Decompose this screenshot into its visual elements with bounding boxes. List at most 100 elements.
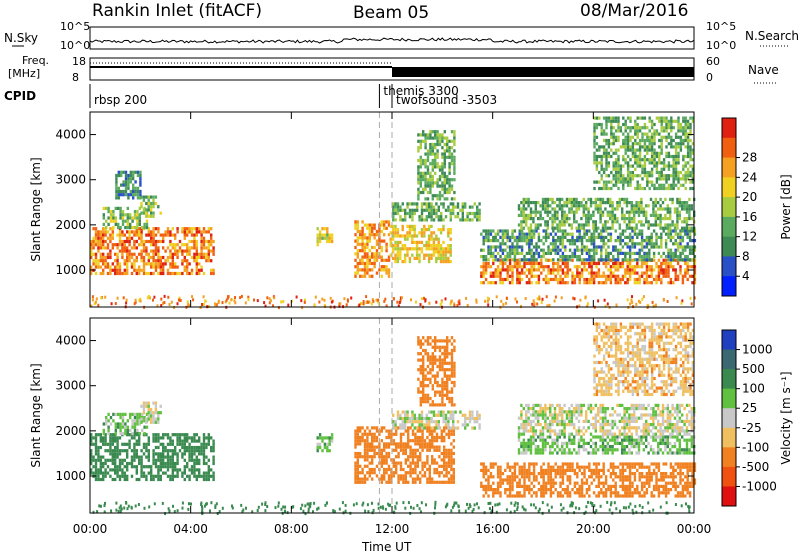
velocity-echo-cell	[407, 435, 410, 440]
velocity-echo-cell	[128, 461, 131, 466]
power-echo-cell	[604, 223, 607, 227]
power-echo-cell	[391, 231, 395, 235]
power-echo-cell	[126, 259, 129, 263]
velocity-echo-cell	[198, 452, 201, 456]
velocity-echo-cell	[147, 471, 150, 475]
power-echo-cell	[439, 250, 443, 254]
power-echo-cell	[186, 271, 189, 276]
power-echo-cell	[619, 251, 622, 255]
power-echo-cell	[518, 271, 521, 275]
power-echo-cell	[678, 210, 681, 214]
velocity-echo-cell	[130, 449, 134, 453]
power-echo-cell	[660, 138, 663, 143]
velocity-echo-cell	[385, 429, 388, 433]
power-echo-cell	[413, 208, 416, 212]
velocity-echo-cell	[126, 428, 129, 432]
power-echo-cell	[195, 268, 198, 272]
velocity-echo-cell	[433, 429, 436, 433]
power-echo-cell	[570, 223, 573, 227]
power-echo-cell	[115, 183, 118, 187]
power-echo-cell	[368, 258, 371, 262]
power-echo-cell	[114, 206, 117, 210]
power-echo-cell	[436, 162, 439, 166]
power-echo-cell	[136, 170, 140, 174]
power-echo-cell	[439, 260, 443, 264]
power-echo-cell	[508, 281, 512, 285]
power-echo-cell	[671, 220, 674, 224]
velocity-echo-cell	[371, 458, 374, 462]
power-echo-cell	[427, 224, 431, 228]
power-echo-cell	[152, 201, 155, 206]
power-echo-cell	[368, 236, 371, 240]
power-echo-cell	[576, 235, 579, 239]
power-echo-cell	[648, 142, 651, 146]
power-echo-cell	[128, 230, 131, 234]
power-echo-cell	[549, 248, 553, 252]
velocity-echo-cell	[387, 477, 391, 481]
power-echo-cell	[556, 239, 560, 243]
power-echo-cell	[652, 204, 655, 208]
power-echo-cell	[435, 244, 438, 248]
power-echo-cell	[511, 251, 514, 255]
power-echo-cell	[183, 233, 186, 237]
power-echo-cell	[366, 239, 369, 243]
power-echo-cell	[650, 132, 654, 136]
power-echo-cell	[505, 301, 507, 305]
power-echo-cell	[689, 148, 692, 152]
power-echo-cell	[431, 197, 434, 201]
power-echo-cell	[682, 154, 685, 159]
power-echo-cell	[576, 268, 579, 272]
power-echo-cell	[655, 154, 659, 159]
power-echo-cell	[664, 217, 667, 221]
power-echo-cell	[157, 230, 160, 234]
power-echo-cell	[691, 177, 695, 181]
power-echo-cell	[582, 210, 585, 214]
power-echo-cell	[662, 274, 665, 278]
velocity-echo-cell	[371, 442, 374, 446]
power-echo-cell	[518, 277, 521, 282]
power-echo-cell	[554, 274, 557, 278]
power-echo-cell	[494, 239, 497, 243]
power-echo-cell	[484, 258, 488, 262]
power-echo-cell	[330, 233, 334, 237]
power-echo-cell	[99, 271, 102, 276]
power-echo-cell	[674, 161, 678, 165]
power-echo-cell	[487, 229, 490, 233]
power-echo-cell	[164, 233, 167, 237]
velocity-echo-cell	[149, 414, 153, 418]
power-echo-cell	[686, 177, 690, 181]
velocity-echo-cell	[356, 435, 359, 440]
power-echo-cell	[142, 271, 146, 276]
power-echo-cell	[126, 230, 129, 234]
velocity-echo-cell	[157, 439, 160, 443]
power-echo-cell	[590, 271, 593, 275]
velocity-echo-cell	[445, 448, 448, 452]
power-echo-cell	[430, 215, 433, 219]
power-echo-cell	[496, 268, 500, 272]
power-echo-cell	[487, 265, 490, 269]
freq-tick-bottom: 8	[72, 71, 79, 84]
velocity-echo-cell	[138, 432, 141, 436]
velocity-echo-cell	[452, 410, 455, 414]
power-echo-cell	[511, 229, 514, 233]
power-echo-cell	[102, 216, 105, 220]
power-echo-cell	[210, 227, 213, 231]
power-echo-cell	[436, 139, 439, 143]
power-echo-cell	[425, 247, 428, 251]
power-echo-cell	[614, 183, 618, 187]
power-echo-cell	[622, 145, 625, 149]
power-echo-cell	[559, 277, 562, 282]
power-echo-cell	[525, 197, 528, 201]
velocity-echo-cell	[162, 452, 165, 456]
power-echo-cell	[682, 177, 685, 181]
velocity-echo-cell	[392, 432, 395, 436]
power-echo-cell	[522, 197, 525, 201]
velocity-echo-cell	[395, 455, 398, 459]
power-echo-cell	[606, 201, 609, 205]
power-echo-cell	[423, 202, 426, 206]
velocity-echo-cell	[428, 448, 431, 452]
power-echo-cell	[684, 245, 687, 249]
velocity-echo-cell	[164, 449, 167, 453]
power-echo-cell	[640, 232, 644, 236]
power-echo-cell	[532, 265, 536, 269]
